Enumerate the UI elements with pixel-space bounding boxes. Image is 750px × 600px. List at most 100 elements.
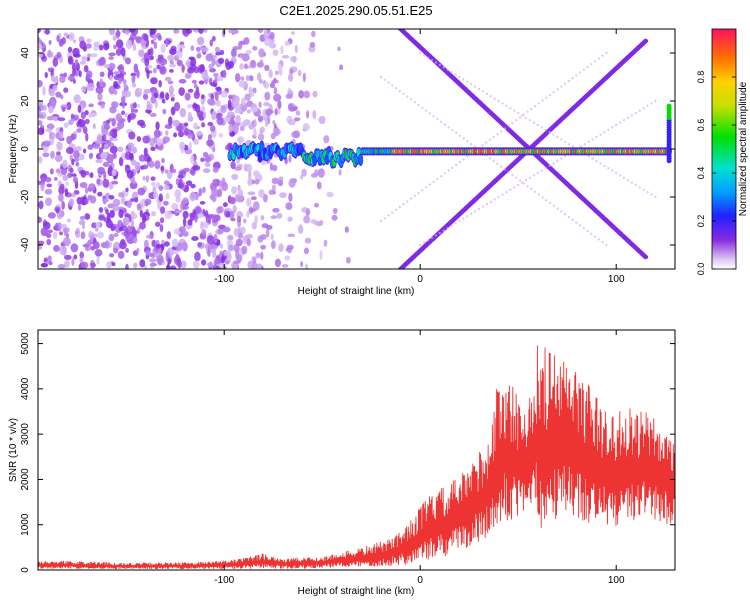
noise-blob <box>124 213 131 218</box>
noise-blob <box>77 104 82 113</box>
noise-blob <box>191 79 197 84</box>
noise-blob <box>42 86 46 96</box>
noise-blob <box>310 219 317 224</box>
noise-blob <box>147 64 153 69</box>
noise-blob <box>84 186 89 195</box>
faint-line-point <box>556 135 559 139</box>
noise-blob <box>38 200 44 210</box>
noise-blob <box>179 107 187 118</box>
faint-line-point <box>379 219 383 223</box>
noise-blob <box>150 95 156 104</box>
faint-line-point <box>436 117 439 121</box>
noise-blob <box>120 196 126 205</box>
noise-blob <box>326 191 334 198</box>
noise-blob <box>46 183 53 188</box>
noise-blob <box>146 102 153 111</box>
noise-blob <box>228 123 233 133</box>
noise-blob <box>269 82 276 89</box>
noise-blob <box>344 226 349 233</box>
faint-line-point <box>424 109 428 112</box>
noise-blob <box>235 250 240 260</box>
noise-blob <box>38 127 45 136</box>
noise-blob <box>225 210 231 218</box>
noise-blob <box>109 253 115 258</box>
noise-blob <box>99 78 103 88</box>
faint-line-point <box>454 163 458 167</box>
noise-blob <box>75 162 79 166</box>
spike-point <box>666 103 672 109</box>
noise-blob <box>105 219 113 229</box>
faint-line-point <box>638 109 641 112</box>
noise-blob <box>178 78 187 84</box>
faint-line-point <box>556 88 559 91</box>
noise-blob <box>65 181 70 186</box>
faint-line-point <box>398 205 401 209</box>
noise-blob <box>345 256 351 264</box>
noise-blob <box>38 36 41 45</box>
faint-line-point <box>458 219 461 223</box>
faint-line-point <box>537 102 540 105</box>
spectrogram-x-tick-label: -100 <box>214 274 234 285</box>
noise-blob <box>162 136 171 143</box>
noise-blob <box>225 145 229 151</box>
noise-blob <box>260 234 267 240</box>
noise-blob <box>58 131 64 140</box>
noise-blob <box>90 53 98 58</box>
noise-blob <box>108 195 115 200</box>
noise-blob <box>163 180 170 186</box>
noise-blob <box>289 68 294 75</box>
noise-blob <box>111 262 116 267</box>
noise-blob <box>228 29 235 34</box>
noise-blob <box>133 262 138 269</box>
noise-blob <box>44 176 52 183</box>
noise-blob <box>108 233 115 242</box>
faint-line-point <box>500 165 503 168</box>
noise-blob <box>218 133 223 138</box>
colorbar-tick-label: 0.2 <box>696 215 706 228</box>
noise-blob <box>243 63 248 70</box>
noise-blob <box>245 49 252 55</box>
faint-line-point <box>505 104 508 108</box>
faint-line-point <box>394 87 398 90</box>
faint-line-point <box>530 107 533 111</box>
noise-blob <box>247 191 256 196</box>
faint-line-point <box>492 159 495 163</box>
noise-blob <box>233 227 240 237</box>
noise-blob <box>83 65 89 73</box>
noise-blob <box>150 176 156 181</box>
noise-blob <box>248 86 253 96</box>
noise-blob <box>236 136 245 144</box>
faint-line-point <box>503 127 507 130</box>
noise-blob <box>179 170 187 175</box>
faint-line-point <box>438 231 441 235</box>
faint-line-point <box>428 112 432 115</box>
noise-blob <box>213 73 219 77</box>
noise-blob <box>160 244 165 251</box>
noise-blob <box>82 243 90 248</box>
noise-blob <box>101 128 109 136</box>
noise-blob <box>80 169 87 178</box>
faint-line-point <box>513 186 516 189</box>
noise-blob <box>73 254 78 260</box>
faint-line-point <box>402 203 405 206</box>
noise-blob <box>115 39 124 49</box>
noise-blob <box>53 176 58 181</box>
noise-blob <box>44 71 48 79</box>
noise-blob <box>53 245 60 252</box>
faint-line-point <box>654 195 657 199</box>
faint-line-point <box>524 116 528 120</box>
noise-blob <box>180 241 188 251</box>
noise-blob <box>71 192 76 198</box>
faint-line-point <box>432 115 435 118</box>
faint-line-point <box>517 111 520 115</box>
noise-blob <box>297 224 304 234</box>
faint-line-point <box>595 135 598 139</box>
noise-blob <box>223 250 231 257</box>
noise-blob <box>64 254 72 260</box>
noise-blob <box>109 75 113 82</box>
noise-blob <box>117 219 123 228</box>
noise-blob <box>59 75 66 84</box>
faint-line-point <box>541 196 544 199</box>
noise-blob <box>111 101 119 109</box>
noise-blob <box>157 35 162 41</box>
